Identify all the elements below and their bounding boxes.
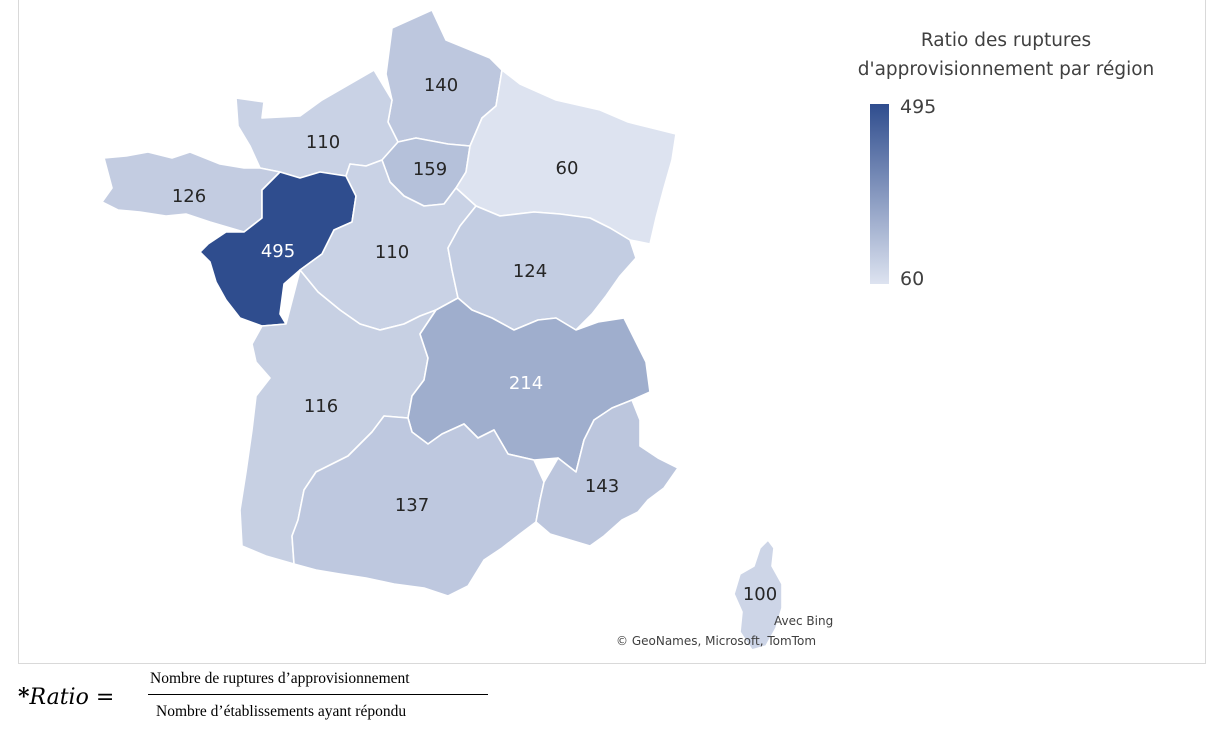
formula-equals: = <box>88 685 115 710</box>
choropleth-map: 140 110 159 60 126 495 110 124 116 214 1… <box>101 9 783 651</box>
region-label-provence-alpes-cote-d-azur: 143 <box>585 476 619 497</box>
formula-left-side: *Ratio = <box>18 684 114 710</box>
region-label-normandie: 110 <box>306 132 340 153</box>
legend-max-label: 495 <box>900 96 937 118</box>
formula-variable: Ratio <box>29 685 89 710</box>
region-label-grand-est: 60 <box>556 158 579 179</box>
region-label-centre-val-de-loire: 110 <box>375 242 409 263</box>
region-corse[interactable] <box>733 539 783 651</box>
region-label-hauts-de-france: 140 <box>424 75 458 96</box>
region-bourgogne-franche-comte[interactable] <box>447 205 637 331</box>
legend-title: Ratio des ruptures d'approvisionnement p… <box>828 26 1184 84</box>
region-label-ile-de-france: 159 <box>413 159 447 180</box>
region-label-auvergne-rhone-alpes: 214 <box>509 373 543 394</box>
region-normandie[interactable] <box>235 69 399 179</box>
map-credit-bing: Avec Bing <box>774 614 834 628</box>
formula-denominator: Nombre d’établissements ayant répondu <box>156 703 407 720</box>
legend-title-line-1: Ratio des ruptures <box>920 30 1092 51</box>
legend-color-scale <box>870 104 889 284</box>
formula-fraction-bar <box>148 694 488 695</box>
map-credit-sources: © GeoNames, Microsoft, TomTom <box>616 634 817 648</box>
region-label-occitanie: 137 <box>395 495 429 516</box>
region-label-bretagne: 126 <box>172 186 206 207</box>
region-label-corse: 100 <box>743 584 777 605</box>
region-label-nouvelle-aquitaine: 116 <box>304 396 338 417</box>
region-label-bourgogne-franche-comte: 124 <box>513 261 547 282</box>
region-provence-alpes-cote-d-azur[interactable] <box>535 399 679 547</box>
formula-numerator: Nombre de ruptures d’approvisionnement <box>150 670 410 687</box>
formula-asterisk: * <box>18 684 30 710</box>
region-label-pays-de-la-loire: 495 <box>261 241 295 262</box>
legend-min-label: 60 <box>900 268 925 290</box>
legend-title-line-2: d'approvisionnement par région <box>857 59 1155 80</box>
region-occitanie[interactable] <box>291 415 545 597</box>
